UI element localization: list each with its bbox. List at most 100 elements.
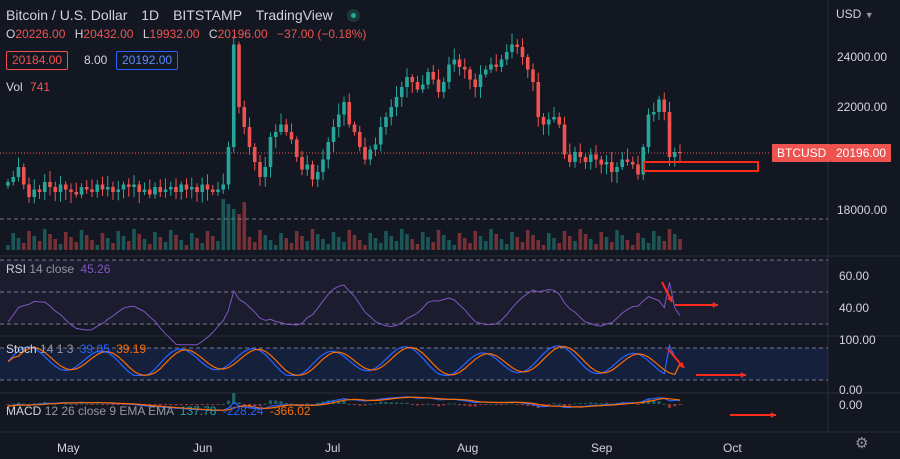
macd-histogram-bar — [489, 403, 493, 405]
volume-bar — [336, 237, 341, 250]
macd-histogram-bar — [11, 403, 15, 405]
candle-body — [415, 82, 420, 90]
stoch-legend[interactable]: Stoch 14 1 3 39.05 39.19 — [6, 342, 146, 356]
rsi-value: 45.26 — [80, 262, 111, 276]
gear-icon[interactable]: ⚙ — [855, 435, 869, 452]
volume-bar — [221, 199, 226, 250]
candle-body — [158, 187, 163, 192]
symbol-name[interactable]: Bitcoin / U.S. Dollar — [6, 7, 128, 23]
volume-bar — [37, 241, 42, 250]
macd-histogram-bar — [568, 404, 572, 406]
macd-histogram-bar — [232, 393, 236, 404]
volume-bar — [609, 242, 614, 250]
candle-body — [531, 69, 535, 82]
volume-bar — [247, 237, 252, 250]
candle-body — [153, 187, 157, 195]
candle-body — [310, 164, 315, 180]
macd-histogram-bar — [373, 403, 378, 405]
data-source: TradingView — [255, 7, 333, 23]
candle-body — [567, 154, 572, 162]
macd-histogram-bar — [237, 402, 241, 404]
macd-histogram-bar — [342, 400, 346, 404]
volume-bar — [205, 231, 210, 250]
sell-price-box[interactable]: 20184.00 — [6, 51, 69, 70]
market-status-icon[interactable] — [346, 9, 360, 22]
candle-body — [116, 189, 121, 192]
macd-histogram-bar — [447, 403, 451, 405]
volume-bar — [457, 233, 462, 250]
currency-selector[interactable]: USD ▼ — [836, 7, 874, 22]
candle-body — [210, 189, 215, 192]
macd-histogram-bar — [636, 404, 640, 405]
candle-body — [132, 184, 136, 187]
macd-histogram-bar — [169, 404, 173, 406]
volume-bar — [604, 237, 609, 250]
rsi-right-arrow-head — [712, 302, 718, 308]
macd-histogram-bar — [211, 404, 215, 405]
candle-body — [625, 159, 630, 162]
macd-histogram-bar — [526, 404, 530, 406]
candle-body — [321, 159, 325, 172]
macd-histogram-bar — [379, 401, 383, 404]
rsi-legend[interactable]: RSI 14 close 45.26 — [6, 262, 110, 276]
rsi-down-arrow-head — [667, 296, 673, 302]
macd-histogram-bar — [121, 404, 126, 405]
macd-histogram-bar — [337, 400, 341, 404]
volume-value: 741 — [30, 80, 51, 94]
volume-bar — [415, 244, 420, 250]
candle-body — [336, 114, 341, 127]
last-price-tag: 20196.00 — [831, 144, 892, 162]
rsi-tick: 60.00 — [839, 269, 870, 283]
macd-histogram-bar — [6, 404, 10, 405]
volume-bar — [95, 245, 100, 250]
low-value: 19932.00 — [149, 27, 200, 41]
candle-body — [578, 152, 583, 157]
volume-bar — [184, 245, 189, 250]
candle-body — [473, 79, 478, 87]
candle-body — [342, 102, 346, 115]
volume-bar — [651, 231, 656, 250]
candle-body — [137, 184, 142, 192]
buy-price-box[interactable]: 20192.00 — [116, 51, 179, 70]
volume-bar — [69, 237, 73, 250]
candle-body — [16, 167, 21, 177]
volume-bar — [284, 238, 289, 250]
time-tick: Jul — [325, 441, 341, 455]
chart-header[interactable]: Bitcoin / U.S. Dollar 1D BITSTAMP Tradin… — [6, 7, 370, 23]
candle-body — [347, 102, 352, 125]
candle-body — [300, 157, 304, 170]
macd-histogram-value: 137.78 — [179, 404, 217, 418]
exchange: BITSTAMP — [173, 7, 243, 23]
interval[interactable]: 1D — [141, 7, 160, 23]
high-value: 20432.00 — [83, 27, 134, 41]
candle-body — [641, 147, 646, 175]
candle-body — [478, 74, 483, 87]
candle-body — [231, 44, 236, 147]
macd-histogram-bar — [22, 403, 26, 405]
macd-histogram-bar — [274, 400, 278, 404]
macd-histogram-bar — [415, 404, 420, 406]
volume-bar — [252, 242, 257, 250]
volume-bar — [504, 244, 509, 250]
volume-bar — [6, 245, 10, 250]
stoch-right-arrow-head — [740, 372, 746, 378]
indicator-lines — [6, 282, 682, 411]
time-tick: Oct — [723, 441, 742, 455]
candle-body — [289, 132, 294, 140]
volume-bar — [58, 244, 63, 250]
candle-body — [441, 82, 446, 92]
volume-bar — [489, 229, 493, 250]
candle-body — [609, 162, 614, 172]
macd-histogram-bar — [200, 404, 204, 405]
macd-legend[interactable]: MACD 12 26 close 9 EMA EMA 137.78 -228.2… — [6, 404, 311, 418]
candle-body — [405, 77, 409, 87]
volume-bar — [116, 231, 121, 250]
volume-bar — [216, 241, 220, 250]
macd-signal-line — [7, 396, 681, 411]
macd-histogram-bar — [221, 403, 225, 405]
macd-histogram-bar — [662, 403, 666, 405]
volume-bar — [137, 234, 142, 250]
candle-body — [252, 147, 257, 162]
candle-body — [546, 119, 551, 125]
